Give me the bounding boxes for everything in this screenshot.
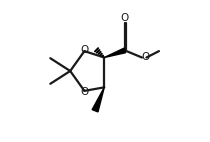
Polygon shape (104, 48, 126, 58)
Polygon shape (92, 87, 104, 112)
Text: O: O (80, 45, 89, 55)
Text: O: O (121, 13, 129, 23)
Text: O: O (80, 87, 89, 97)
Text: O: O (141, 52, 149, 62)
